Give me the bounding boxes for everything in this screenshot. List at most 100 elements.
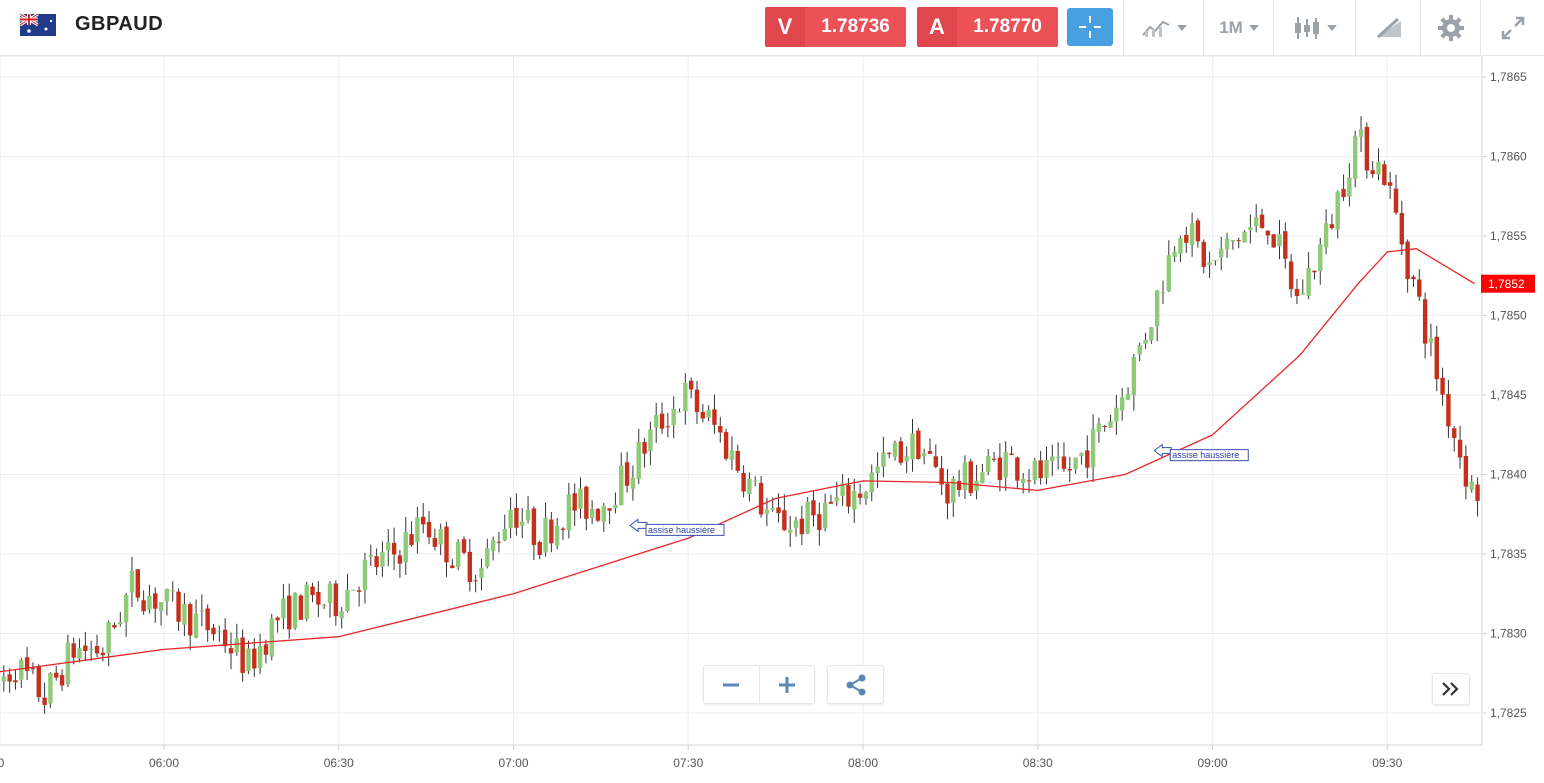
candle-down (1405, 241, 1410, 280)
candle-up (502, 528, 507, 541)
axes: 1,7825 1,7830 1,7835 1,7840 1,7845 1,7850 1,78… (0, 56, 1535, 770)
candle-up (362, 559, 368, 591)
line-chart-icon (1142, 20, 1170, 37)
candle-down (275, 617, 280, 621)
candle-up (613, 504, 618, 509)
candle-up (980, 472, 985, 484)
candle-down (846, 485, 851, 507)
candle-down (421, 516, 426, 525)
zoom-out-button[interactable] (704, 666, 760, 703)
buy-quote-button[interactable]: A 1.78770 (917, 7, 1058, 47)
candle-down (374, 556, 379, 568)
candle-up (863, 492, 869, 499)
candle-up (123, 594, 129, 623)
candle-up (986, 455, 991, 472)
scroll-to-latest-button[interactable] (1432, 673, 1470, 705)
y-tick-label: 1,7845 (1490, 388, 1527, 402)
candle-up (630, 477, 636, 489)
candle-down (1422, 299, 1428, 344)
candle-up (321, 604, 327, 606)
candle-up (1353, 136, 1358, 180)
x-tick-label: 08:30 (1023, 756, 1053, 770)
candle-up (840, 483, 845, 496)
share-button[interactable] (827, 665, 884, 704)
fullscreen-button[interactable] (1480, 0, 1544, 55)
candle-down (467, 551, 473, 583)
candle-up (671, 408, 676, 425)
candle-down (1364, 126, 1370, 171)
plus-icon (778, 676, 795, 693)
candle-up (1160, 292, 1166, 294)
candle-down (514, 507, 519, 528)
moving-average-line (0, 248, 1475, 673)
candle-down (252, 648, 257, 669)
drawing-tools-button[interactable] (1355, 0, 1421, 55)
instrument-label[interactable]: GBPAUD (20, 13, 163, 36)
candle-up (1172, 251, 1177, 257)
candle-down (956, 480, 962, 490)
candle-up (1219, 248, 1224, 258)
chart-type-dropdown[interactable] (1123, 0, 1204, 55)
candle-up (729, 450, 735, 460)
candle-down (1085, 450, 1090, 468)
candle-up (1347, 177, 1352, 197)
candle-style-dropdown[interactable] (1273, 0, 1356, 55)
candle-up (1213, 259, 1218, 261)
candle-down (887, 452, 892, 454)
candle-up (770, 508, 775, 510)
candle-down (59, 675, 65, 686)
candle-down (624, 462, 630, 486)
sell-quote-button[interactable]: V 1.78736 (765, 7, 906, 47)
candle-up (554, 525, 560, 546)
candle-down (426, 521, 432, 538)
candle-down (1102, 426, 1107, 428)
candle-up (1125, 393, 1131, 400)
candle-up (438, 528, 443, 545)
candle-up (485, 548, 490, 567)
candle-up (764, 509, 770, 514)
candle-up (1, 676, 7, 682)
candle-up (805, 501, 810, 534)
crosshair-button[interactable] (1067, 8, 1113, 46)
candle-up (753, 480, 758, 482)
timeframe-dropdown[interactable]: 1M (1203, 0, 1274, 55)
candle-up (339, 611, 344, 619)
candle-down (700, 411, 706, 419)
candle-up (520, 521, 525, 526)
drawing-tools-icon (1376, 17, 1401, 38)
zoom-in-button[interactable] (760, 666, 815, 703)
candle-down (1457, 439, 1463, 458)
candle-up (1096, 423, 1102, 432)
candlesticks (1, 116, 1480, 714)
candle-up (834, 497, 839, 502)
candle-down (560, 528, 566, 531)
minus-icon (723, 683, 740, 686)
candle-down (1411, 276, 1416, 280)
candle-down (391, 542, 397, 555)
candle-down (1061, 456, 1067, 469)
candle-down (694, 389, 700, 413)
candle-down (135, 569, 140, 598)
candle-down (1452, 428, 1457, 438)
candle-down (1370, 170, 1375, 174)
candle-up (543, 517, 548, 553)
candle-up (415, 517, 420, 543)
candle-up (182, 604, 187, 625)
candle-down (287, 595, 292, 630)
candle-down (1201, 241, 1206, 267)
timeframe-label: 1M (1219, 17, 1243, 37)
moving-average (0, 248, 1475, 673)
candle-down (432, 537, 438, 547)
candle-up (921, 453, 927, 456)
candle-up (106, 622, 111, 654)
fullscreen-icon (1501, 16, 1525, 39)
candle-down (71, 643, 76, 658)
candle-down (1312, 270, 1317, 273)
candle-up (1224, 238, 1230, 250)
candle-up (246, 648, 251, 672)
candle-down (1283, 231, 1288, 259)
settings-button[interactable] (1420, 0, 1481, 55)
candle-up (48, 673, 53, 704)
annotation-label: assise haussière (648, 525, 715, 535)
